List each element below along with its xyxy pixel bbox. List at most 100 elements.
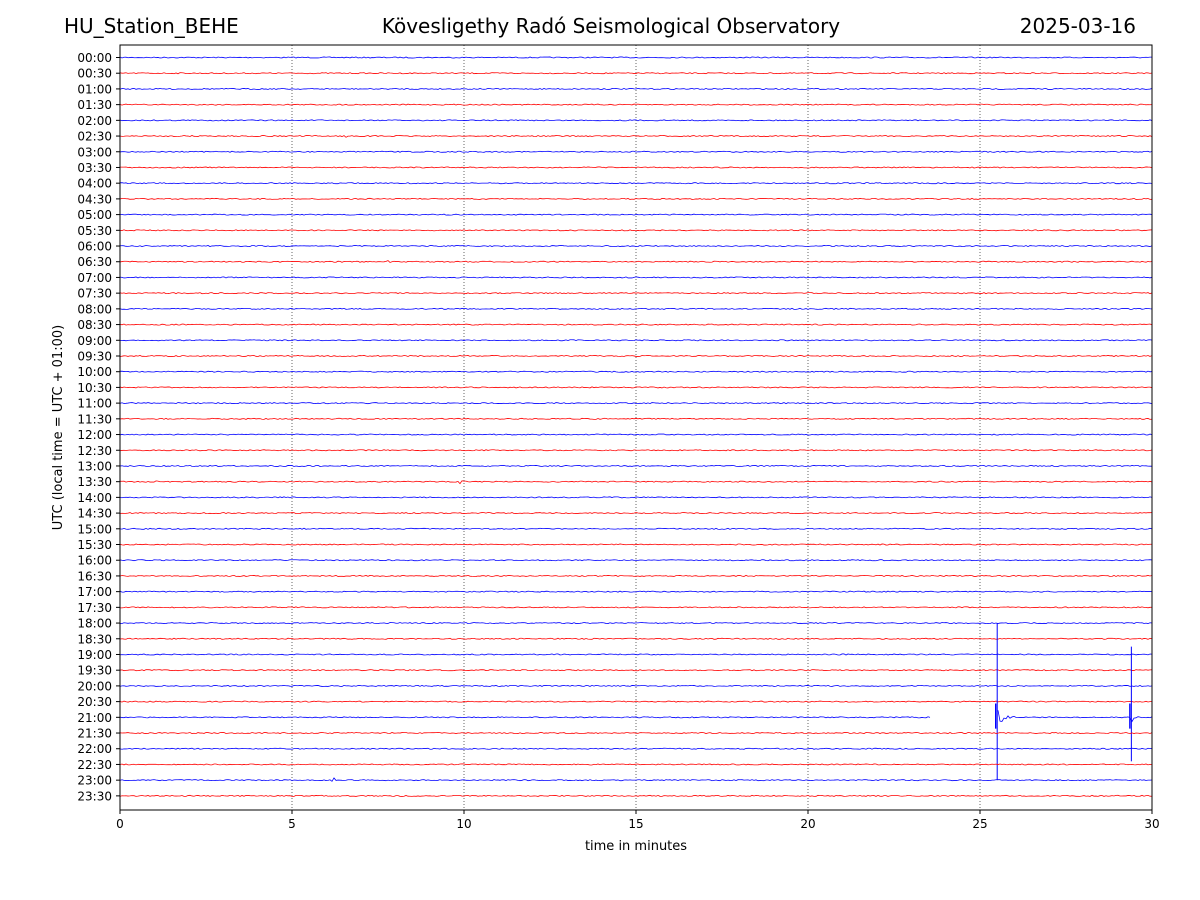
trace-0730 <box>119 292 1153 295</box>
trace-0630 <box>119 260 1153 263</box>
trace-group <box>119 56 1153 797</box>
y-axis-label: UTC (local time = UTC + 01:00) <box>51 325 66 530</box>
y-tick-label: 09:00 <box>77 334 112 348</box>
y-tick-label: 14:30 <box>77 507 112 521</box>
trace-0100 <box>119 87 1153 90</box>
y-tick-label: 06:00 <box>77 240 112 254</box>
y-tick-label: 01:00 <box>77 82 112 96</box>
trace-0500 <box>119 213 1153 216</box>
y-tick-label: 06:30 <box>77 255 112 269</box>
y-tick-label: 08:30 <box>77 318 112 332</box>
trace-1430 <box>119 512 1153 515</box>
trace-1700 <box>119 590 1153 593</box>
trace-2330 <box>119 794 1153 797</box>
y-tick-label: 22:00 <box>77 742 112 756</box>
trace-0400 <box>119 182 1153 185</box>
y-tick-label: 15:00 <box>77 522 112 536</box>
y-tick-label: 17:30 <box>77 601 112 615</box>
trace-1130 <box>119 417 1153 420</box>
trace-1200 <box>119 433 1153 436</box>
x-tick-label: 20 <box>800 817 815 831</box>
trace-1400 <box>119 496 1153 499</box>
trace-0530 <box>119 229 1153 232</box>
y-tick-label: 18:30 <box>77 632 112 646</box>
trace-0600 <box>119 245 1153 248</box>
trace-1500 <box>119 527 1153 530</box>
trace-1230 <box>119 449 1153 452</box>
y-tick-label: 16:00 <box>77 554 112 568</box>
y-tick-label: 21:30 <box>77 727 112 741</box>
y-tick-label: 10:30 <box>77 381 112 395</box>
y-tick-label: 03:30 <box>77 161 112 175</box>
y-tick-label: 13:30 <box>77 475 112 489</box>
y-tick-label: 22:30 <box>77 758 112 772</box>
y-tick-label: 18:00 <box>77 617 112 631</box>
y-tick-label: 23:00 <box>77 774 112 788</box>
trace-1300 <box>119 464 1153 467</box>
x-tick-label: 15 <box>628 817 643 831</box>
y-tick-label: 23:30 <box>77 789 112 803</box>
trace-0700 <box>119 276 1153 279</box>
trace-2030 <box>119 700 1153 703</box>
y-tick-label: 09:30 <box>77 349 112 363</box>
y-tick-label: 11:30 <box>77 412 112 426</box>
trace-1900 <box>119 653 1153 656</box>
y-tick-label: 02:30 <box>77 130 112 144</box>
trace-1830 <box>119 637 1153 640</box>
trace-0200 <box>119 119 1153 122</box>
trace-0430 <box>119 197 1153 200</box>
y-tick-label: 04:30 <box>77 192 112 206</box>
trace-0030 <box>119 72 1153 75</box>
y-tick-label: 01:30 <box>77 98 112 112</box>
x-tick-label: 10 <box>456 817 471 831</box>
y-tick-label: 12:00 <box>77 428 112 442</box>
y-tick-label: 03:00 <box>77 145 112 159</box>
y-tick-label: 08:00 <box>77 302 112 316</box>
trace-0930 <box>119 355 1153 357</box>
trace-1630 <box>119 574 1153 577</box>
y-tick-label: 11:00 <box>77 397 112 411</box>
x-tick-label: 5 <box>288 817 296 831</box>
y-tick-label: 00:00 <box>77 51 112 65</box>
y-tick-label: 20:00 <box>77 679 112 693</box>
y-tick-label: 15:30 <box>77 538 112 552</box>
trace-2200 <box>119 747 1153 750</box>
trace-1030 <box>119 386 1153 389</box>
trace-1730 <box>119 606 1153 609</box>
y-tick-label: 04:00 <box>77 177 112 191</box>
grid-lines <box>291 45 981 810</box>
y-tick-label: 16:30 <box>77 569 112 583</box>
y-tick-label: 07:00 <box>77 271 112 285</box>
plot-frame <box>119 44 1153 811</box>
y-tick-label: 12:30 <box>77 444 112 458</box>
y-tick-label: 19:00 <box>77 648 112 662</box>
record-date: 2025-03-16 <box>1019 14 1136 38</box>
trace-0830 <box>119 323 1153 326</box>
y-tick-label: 14:00 <box>77 491 112 505</box>
y-tick-label: 21:00 <box>77 711 112 725</box>
y-tick-label: 13:00 <box>77 459 112 473</box>
trace-2230 <box>119 763 1153 766</box>
y-tick-label: 20:30 <box>77 695 112 709</box>
trace-1000 <box>119 370 1153 373</box>
trace-0300 <box>119 150 1153 153</box>
y-tick-label: 19:30 <box>77 664 112 678</box>
trace-1600 <box>119 559 1153 562</box>
trace-0800 <box>119 307 1153 310</box>
x-tick-label: 30 <box>1144 817 1159 831</box>
trace-1930 <box>119 669 1153 672</box>
trace-2000 <box>119 684 1153 687</box>
chart-title: Kövesligethy Radó Seismological Observat… <box>381 14 841 38</box>
y-tick-label: 17:00 <box>77 585 112 599</box>
trace-1100 <box>119 402 1153 405</box>
trace-1530 <box>119 543 1152 546</box>
trace-2100 <box>119 716 931 719</box>
station-name: HU_Station_BEHE <box>64 14 239 38</box>
trace-2300 <box>119 777 1153 782</box>
y-tick-label: 10:00 <box>77 365 112 379</box>
trace-0130 <box>119 103 1153 106</box>
trace-1800 <box>119 622 1153 625</box>
trace-0330 <box>119 166 1153 169</box>
